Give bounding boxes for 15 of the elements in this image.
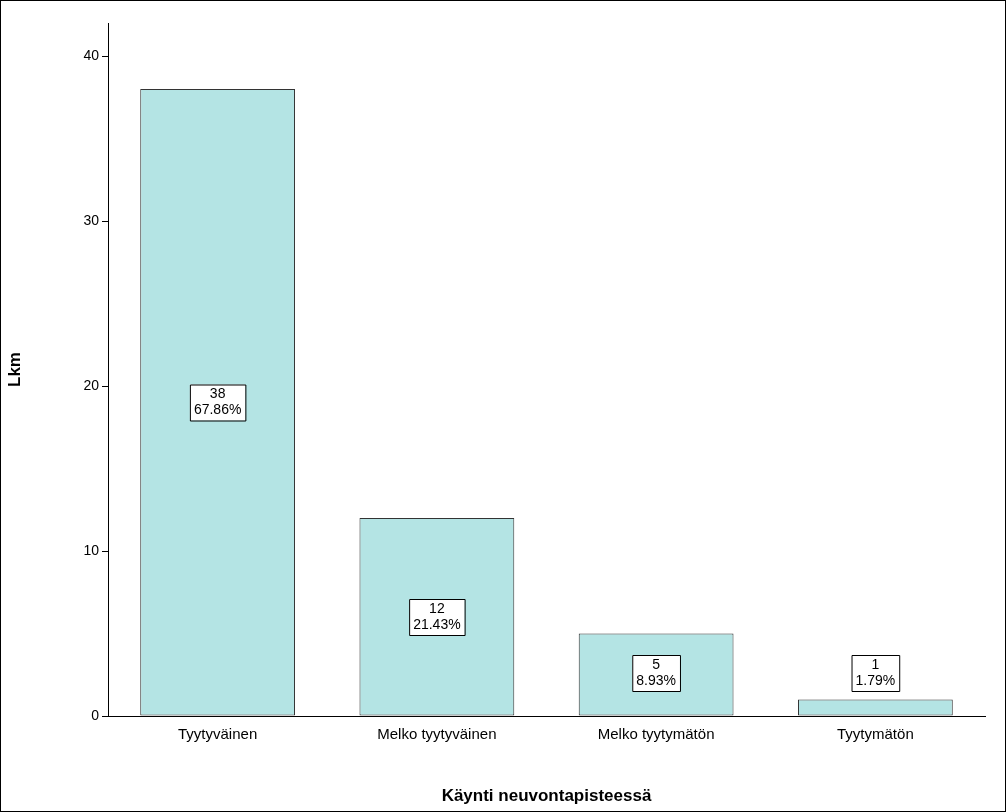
data-label: 5 8.93% — [636, 655, 676, 688]
x-axis-title: Käynti neuvontapisteessä — [441, 786, 652, 806]
y-tick-label: 30 — [83, 211, 100, 228]
data-label: 12 21.43% — [413, 599, 461, 632]
x-tick-label: Melko tyytymätön — [597, 725, 715, 743]
data-label: 38 67.86% — [193, 385, 242, 418]
x-tick-label: Tyytymätön — [837, 725, 914, 743]
y-tick-label: 10 — [83, 541, 100, 558]
y-axis-title: Lkm — [4, 352, 24, 387]
y-tick-label: 40 — [83, 46, 100, 63]
x-tick-label: Melko tyytyväinen — [377, 725, 497, 743]
y-tick-label: 0 — [91, 706, 100, 723]
x-tick-label: Tyytyväinen — [178, 725, 258, 743]
y-tick-label: 20 — [83, 376, 100, 393]
data-label: 1 1.79% — [855, 655, 896, 688]
